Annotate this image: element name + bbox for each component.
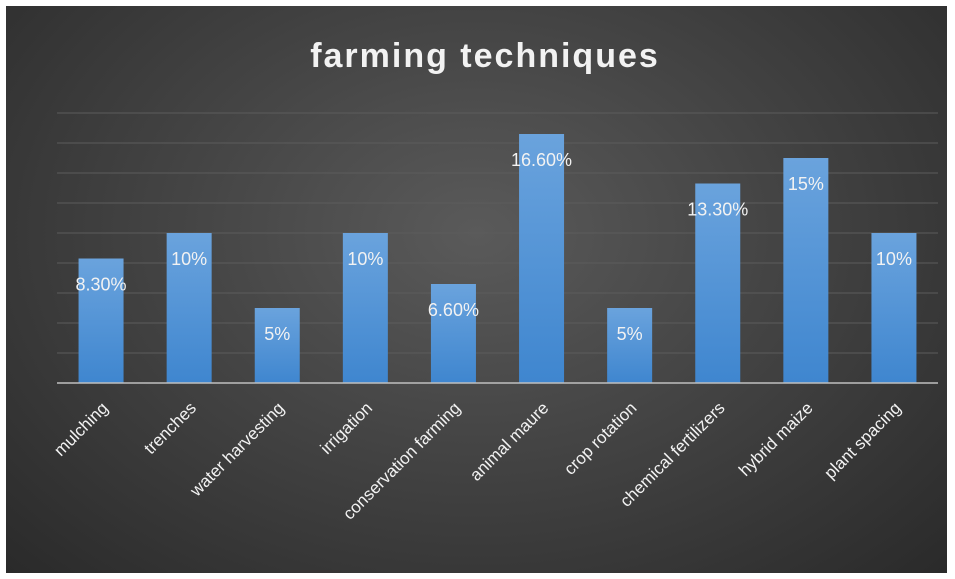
x-tick-label: plant spacing bbox=[821, 398, 905, 482]
data-label: 10% bbox=[347, 249, 383, 269]
bar bbox=[166, 233, 212, 383]
bar bbox=[78, 258, 124, 383]
data-label: 16.60% bbox=[511, 150, 572, 170]
x-tick-label: animal maure bbox=[466, 398, 552, 484]
data-label: 6.60% bbox=[428, 300, 479, 320]
x-tick-label: hybrid maize bbox=[735, 398, 817, 480]
data-label: 10% bbox=[171, 249, 207, 269]
data-label: 13.30% bbox=[687, 200, 748, 220]
bar bbox=[607, 308, 653, 383]
data-label: 5% bbox=[617, 324, 643, 344]
bars bbox=[78, 134, 917, 383]
data-label: 15% bbox=[788, 174, 824, 194]
bar bbox=[519, 134, 565, 383]
x-tick-label: crop rotation bbox=[560, 398, 640, 478]
x-tick-label: trenches bbox=[140, 398, 200, 458]
data-label: 10% bbox=[876, 249, 912, 269]
bar bbox=[430, 284, 476, 383]
data-label: 8.30% bbox=[76, 275, 127, 295]
bar bbox=[783, 158, 829, 383]
bar bbox=[695, 183, 741, 383]
x-tick-label: irrigation bbox=[317, 398, 377, 458]
data-label: 5% bbox=[264, 324, 290, 344]
chart-title: farming techniques bbox=[310, 37, 660, 75]
x-tick-label: water harvesting bbox=[186, 398, 288, 500]
data-labels: 8.30% 10% 5% 10% 6.60% 16.60% 5% 13.30% 15% 10% bbox=[76, 150, 912, 344]
bar bbox=[254, 308, 300, 383]
bar bbox=[871, 233, 917, 383]
bar bbox=[342, 233, 388, 383]
x-tick-label: mulching bbox=[50, 398, 112, 460]
